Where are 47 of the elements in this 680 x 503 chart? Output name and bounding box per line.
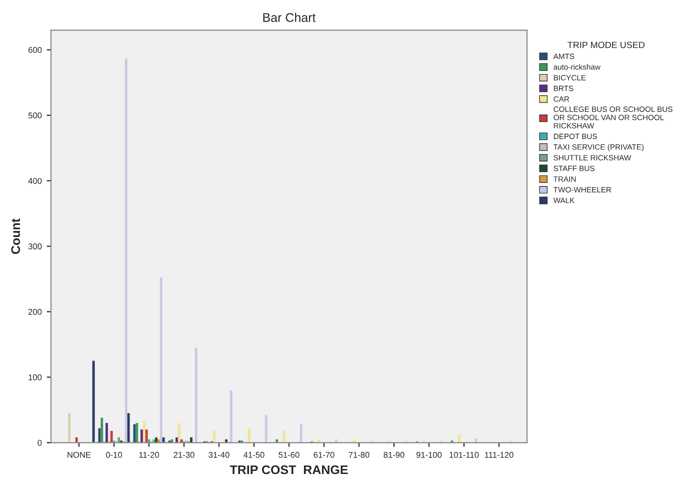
x-tick-label: 61-70 (314, 452, 334, 458)
bar (98, 428, 101, 443)
y-tick-label: 400 (28, 178, 42, 184)
bar (178, 423, 180, 443)
x-tick-label: 101-110 (450, 452, 479, 458)
bar (264, 415, 268, 443)
bar (142, 421, 146, 443)
x-tick-label: 0-10 (106, 452, 122, 458)
x-tick-label: 81-90 (384, 452, 404, 458)
x-tick-label: 31-40 (208, 452, 230, 458)
x-tick-label: 21-30 (174, 452, 194, 458)
x-tick-label: 91-100 (416, 452, 442, 458)
y-tick-label: 200 (28, 308, 42, 315)
x-axis-title: TRIP COST RANGE (230, 465, 348, 474)
y-tick-label: 0 (38, 440, 42, 446)
y-tick-label: 500 (28, 112, 42, 118)
y-tick-label: 300 (28, 243, 42, 250)
bar (106, 423, 108, 443)
x-tick-label: 41-50 (244, 452, 264, 458)
bar (68, 413, 71, 443)
bar (110, 430, 113, 443)
bar (230, 390, 232, 443)
bar (212, 430, 216, 443)
chart-title: Bar Chart (263, 12, 316, 22)
bar (124, 58, 128, 443)
bar (458, 434, 460, 443)
y-tick-label: 100 (28, 374, 42, 380)
bar (160, 278, 162, 443)
x-tick-label: NONE (68, 452, 91, 458)
y-axis-title: Count (11, 218, 20, 254)
bar (300, 424, 302, 443)
bar (282, 430, 286, 443)
bar (92, 360, 95, 443)
legend-title: TRIP MODE USED (568, 42, 645, 48)
bar (145, 430, 148, 443)
bar (100, 418, 104, 443)
bar (248, 428, 250, 443)
x-tick-label: 111-120 (484, 452, 514, 458)
bar (140, 430, 143, 443)
x-tick-label: 11-20 (139, 452, 160, 458)
x-tick-label: 71-80 (348, 452, 370, 458)
bar (136, 423, 138, 443)
bar (194, 348, 198, 443)
bar (474, 438, 478, 443)
x-tick-label: 51-60 (278, 452, 300, 458)
y-tick-label: 600 (28, 47, 42, 53)
bar (127, 413, 130, 443)
